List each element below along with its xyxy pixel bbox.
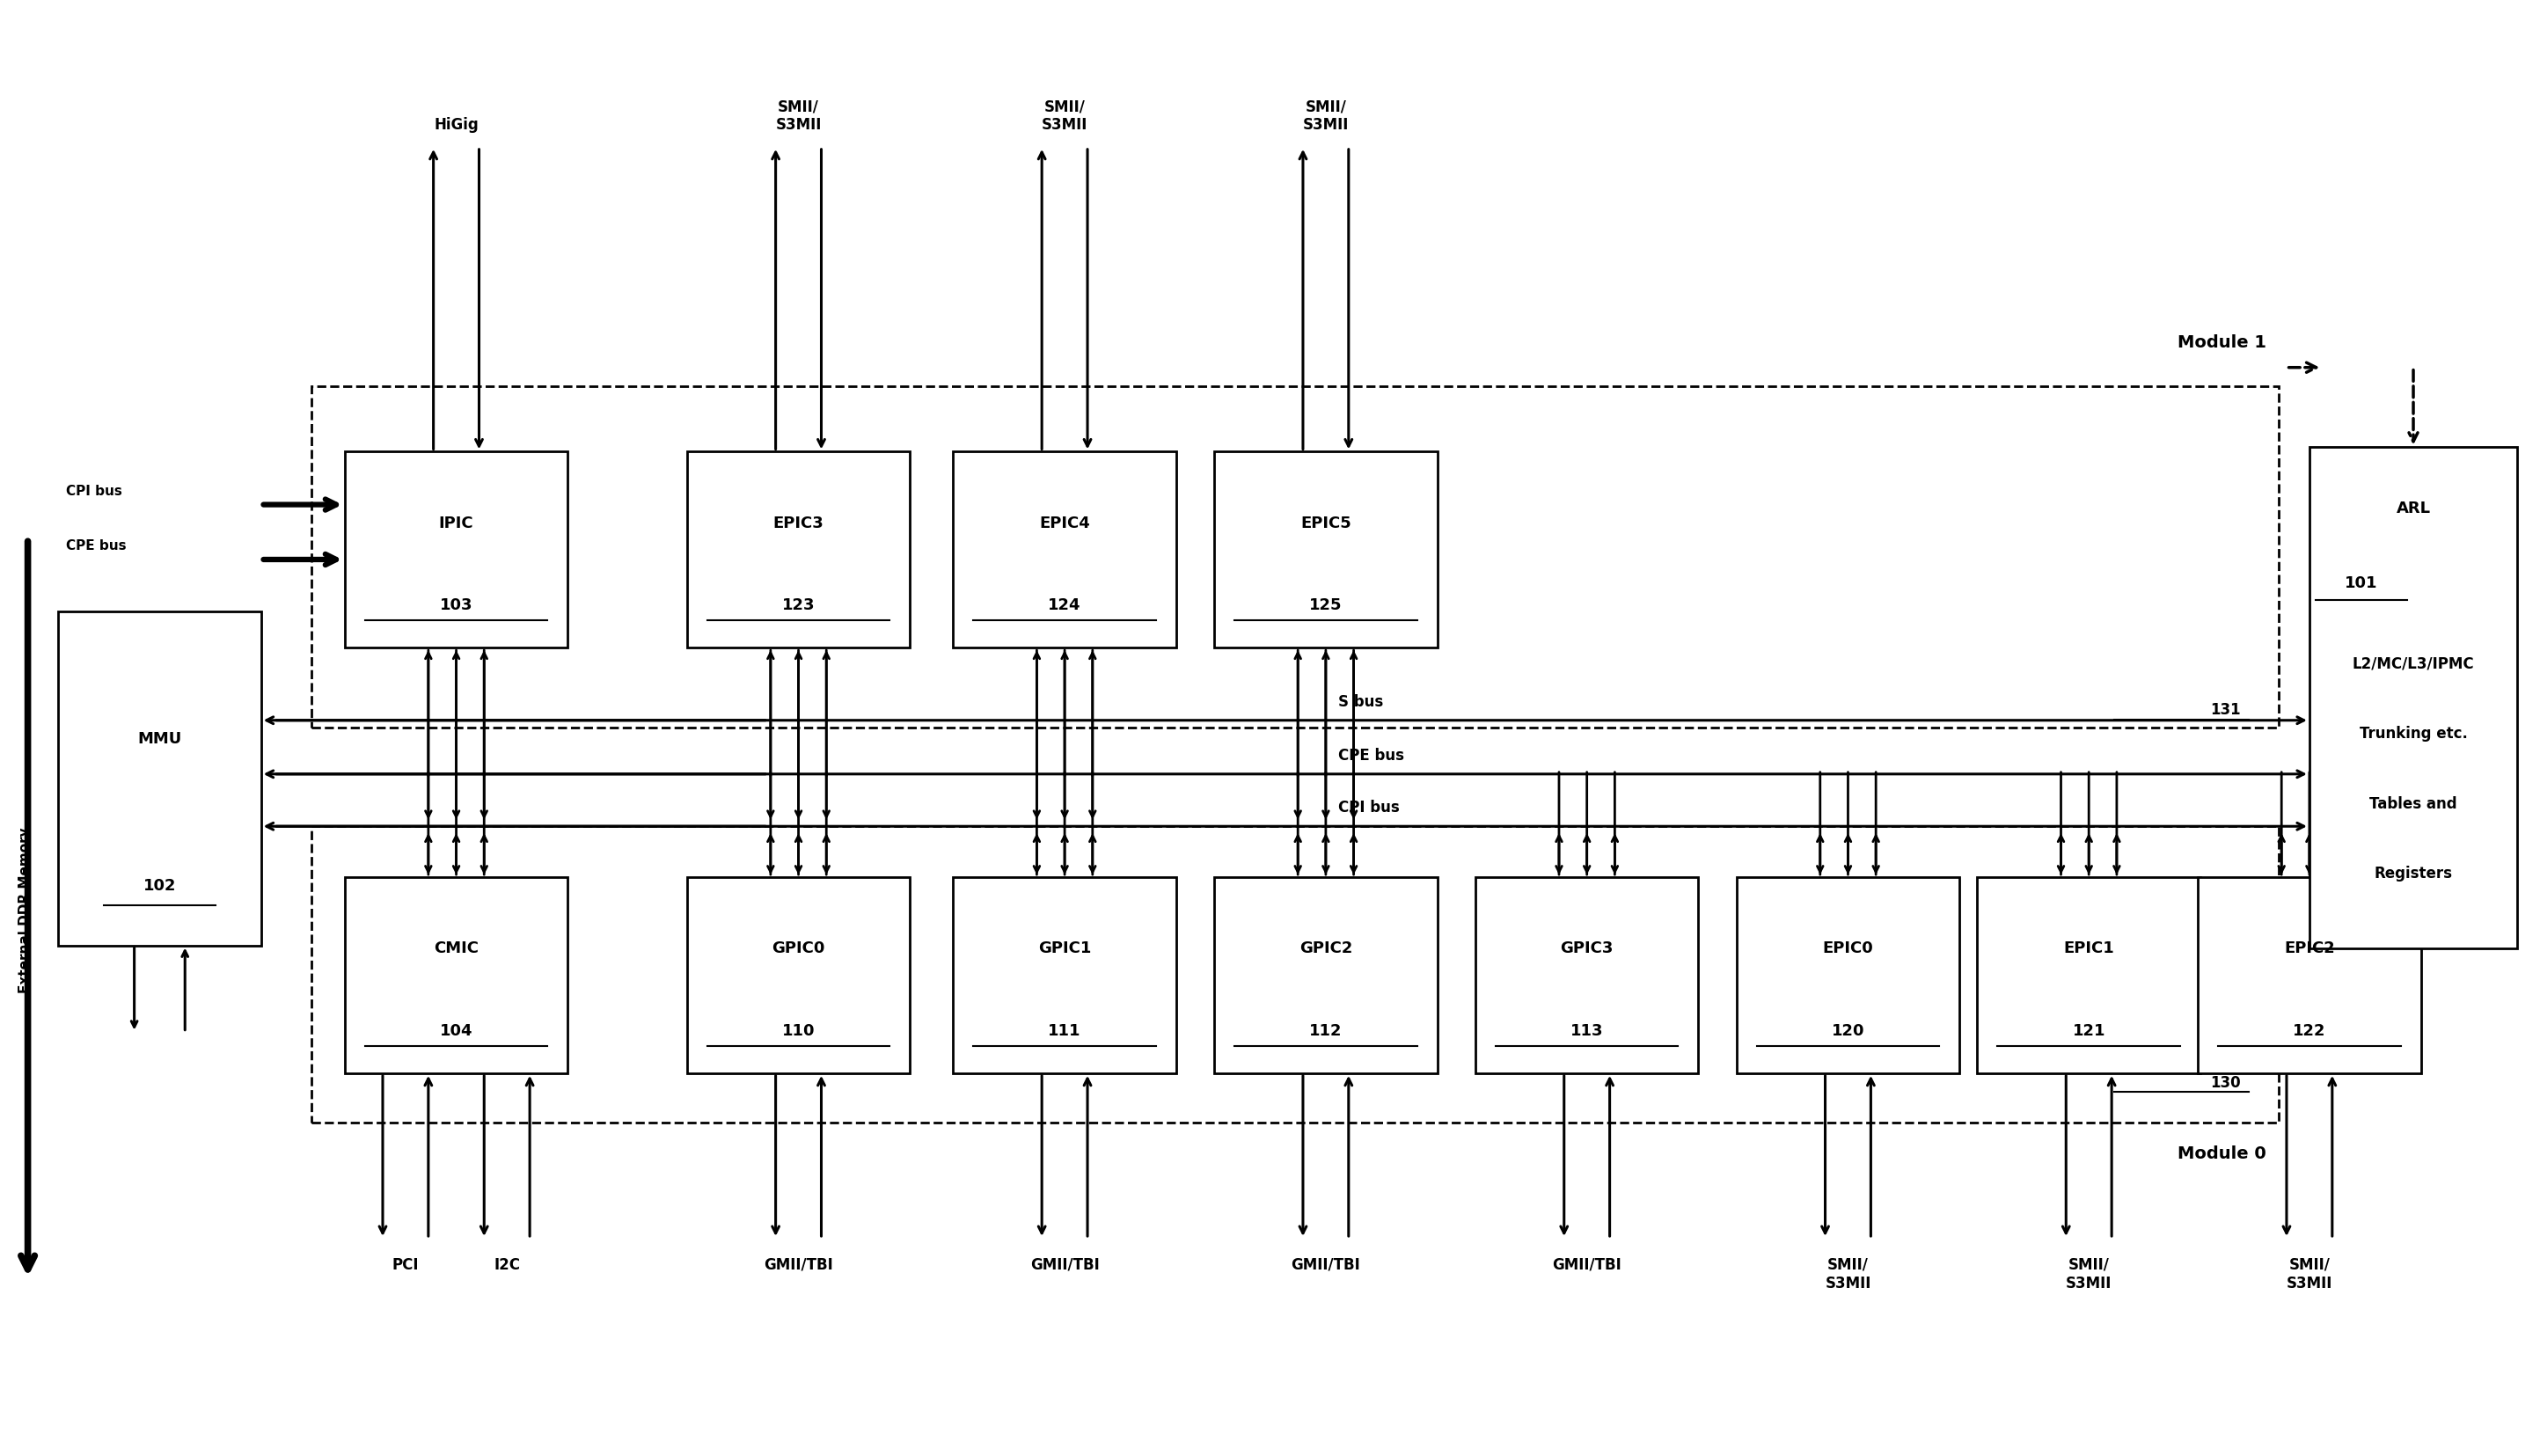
Bar [952,878,1176,1073]
Text: 130: 130 [2210,1075,2240,1091]
Text: MMU: MMU [137,731,183,747]
Text: SMII/
S3MII: SMII/ S3MII [1041,99,1087,132]
Text: GPIC3: GPIC3 [1560,941,1613,957]
Bar [312,387,2278,728]
Text: L2/MC/L3/IPMC: L2/MC/L3/IPMC [2352,655,2474,671]
Text: GPIC0: GPIC0 [772,941,826,957]
Text: 122: 122 [2294,1022,2327,1038]
Text: I2C: I2C [493,1257,521,1273]
Text: Module 1: Module 1 [2177,333,2266,351]
Bar [2197,878,2421,1073]
Text: HiGig: HiGig [434,118,478,132]
Text: GMII/TBI: GMII/TBI [1290,1257,1361,1273]
Text: GMII/TBI: GMII/TBI [1031,1257,1100,1273]
Text: CPE bus: CPE bus [1339,747,1405,763]
Bar [1214,453,1438,648]
Text: EPIC0: EPIC0 [1824,941,1875,957]
Text: 104: 104 [439,1022,472,1038]
Text: SMII/
S3MII: SMII/ S3MII [775,99,820,132]
Text: ARL: ARL [2395,499,2431,515]
Text: GMII/TBI: GMII/TBI [1552,1257,1621,1273]
Bar [1476,878,1699,1073]
Text: Trunking etc.: Trunking etc. [2360,725,2466,741]
Bar [2309,448,2517,948]
Text: 101: 101 [2344,575,2377,591]
Bar [312,827,2278,1123]
Bar [686,453,909,648]
Bar [345,453,569,648]
Text: 123: 123 [782,597,815,613]
Text: CPI bus: CPI bus [66,485,122,498]
Text: 103: 103 [439,597,472,613]
Text: EPIC5: EPIC5 [1300,515,1351,531]
Bar [1214,878,1438,1073]
Text: 131: 131 [2210,702,2240,718]
Text: Tables and: Tables and [2370,795,2456,811]
Text: 125: 125 [1308,597,1341,613]
Text: SMII/
S3MII: SMII/ S3MII [1824,1257,1872,1290]
Text: 120: 120 [1831,1022,1864,1038]
Text: SMII/
S3MII: SMII/ S3MII [1303,99,1349,132]
Text: CMIC: CMIC [434,941,478,957]
Text: GPIC2: GPIC2 [1300,941,1351,957]
Bar [952,453,1176,648]
Bar [345,878,569,1073]
Text: 111: 111 [1049,1022,1082,1038]
Text: IPIC: IPIC [439,515,472,531]
Text: GMII/TBI: GMII/TBI [765,1257,833,1273]
Text: 113: 113 [1570,1022,1603,1038]
Bar [686,878,909,1073]
Text: Module 0: Module 0 [2177,1144,2266,1162]
Text: PCI: PCI [391,1257,419,1273]
Text: CPE bus: CPE bus [66,539,127,552]
Text: EPIC1: EPIC1 [2062,941,2113,957]
Text: 112: 112 [1308,1022,1341,1038]
Bar [1976,878,2200,1073]
Text: 121: 121 [2073,1022,2106,1038]
Text: GPIC1: GPIC1 [1039,941,1092,957]
Text: 102: 102 [142,878,175,894]
Text: 124: 124 [1049,597,1082,613]
Text: External DDR Memory: External DDR Memory [18,827,33,993]
Text: S bus: S bus [1339,693,1384,709]
Text: SMII/
S3MII: SMII/ S3MII [2065,1257,2111,1290]
Text: EPIC3: EPIC3 [772,515,823,531]
Text: 110: 110 [782,1022,815,1038]
Text: SMII/
S3MII: SMII/ S3MII [2286,1257,2332,1290]
Bar [58,612,262,945]
Text: EPIC2: EPIC2 [2283,941,2334,957]
Text: CPI bus: CPI bus [1339,799,1400,815]
Bar [1737,878,1958,1073]
Text: EPIC4: EPIC4 [1039,515,1090,531]
Text: Registers: Registers [2375,865,2454,881]
